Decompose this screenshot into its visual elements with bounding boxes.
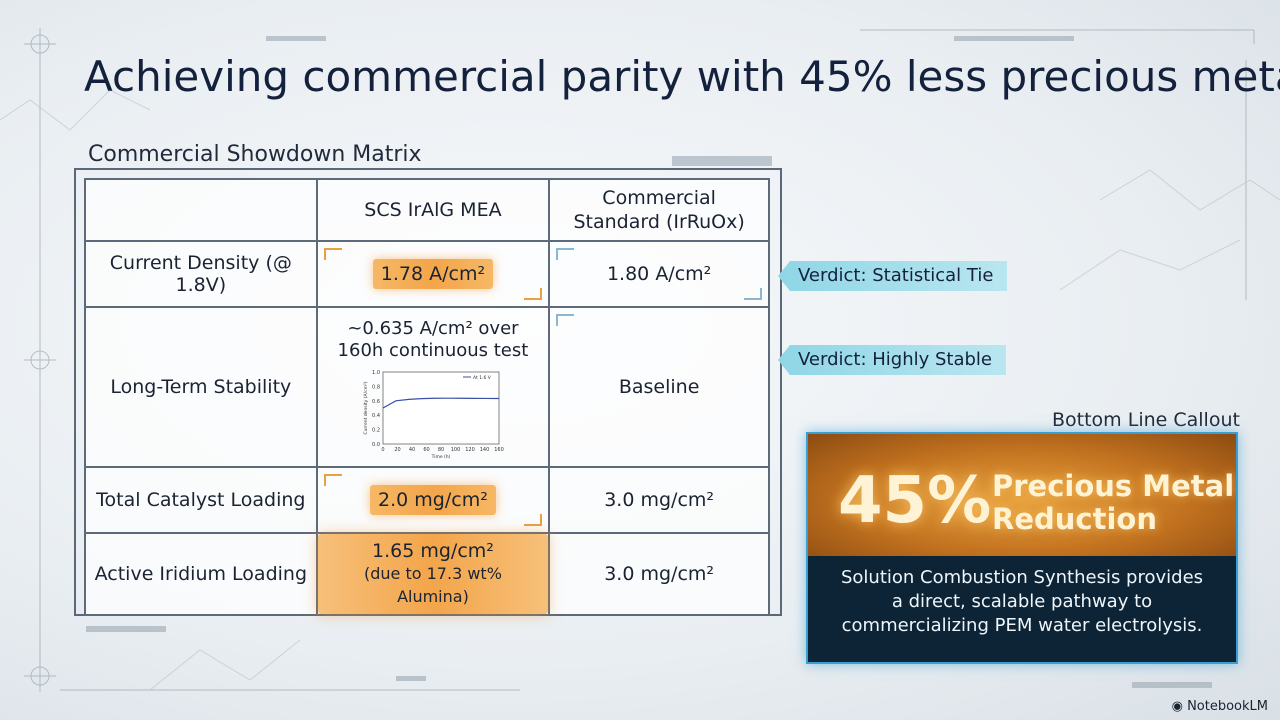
table-row: Long-Term Stability ~0.635 A/cm² over 16… [84,306,770,468]
table-row: Total Catalyst Loading 2.0 mg/cm² 3.0 mg… [84,466,770,534]
row-label: Total Catalyst Loading [84,466,318,534]
commercial-value: 3.0 mg/cm² [604,489,715,511]
corner-bracket [524,288,543,300]
callout-body-line: Solution Combustion Synthesis provides [840,567,1204,588]
commercial-cell: 3.0 mg/cm² [548,466,770,534]
y-tick-label: 0.6 [372,399,380,405]
scs-value: 1.65 mg/cm² [372,540,494,562]
corner-bracket [556,314,575,326]
x-tick-label: 60 [423,447,429,453]
commercial-value: Baseline [618,376,700,398]
brand-text: NotebookLM [1187,699,1268,714]
row-label: Long-Term Stability [84,306,318,468]
header-commercial-text: Commercial Standard (IrRuOx) [573,187,745,233]
corner-bracket [323,474,342,486]
table-row: Current Density (@ 1.8V) 1.78 A/cm² 1.80… [84,240,770,308]
scs-value: 2.0 mg/cm² [370,485,496,515]
showdown-matrix: SCS IrAlG MEA Commercial Standard (IrRuO… [84,178,770,616]
y-tick-label: 0.4 [372,413,380,419]
y-tick-label: 1.0 [372,370,380,376]
x-tick-label: 0 [381,447,384,453]
legend-label: At 1.6 V [473,375,492,381]
series-line [382,397,499,409]
callout-body: Solution Combustion Synthesis provides a… [808,566,1236,638]
commercial-value: 1.80 A/cm² [606,263,712,285]
scs-cell: 2.0 mg/cm² [315,466,551,534]
x-tick-label: 100 [451,447,461,453]
corner-bracket [524,514,543,526]
x-tick-label: 80 [438,447,444,453]
reduction-percent: 45% [838,464,992,538]
corner-bracket [744,288,762,300]
commercial-cell: Baseline [548,306,770,468]
verdict-tag: Verdict: Statistical Tie [778,261,1008,291]
x-tick-label: 120 [465,447,475,453]
matrix-label: Commercial Showdown Matrix [88,142,422,167]
commercial-cell: 3.0 mg/cm² [548,532,770,616]
x-axis-label: Time (h) [431,454,451,460]
callout-body-line: commercializing PEM water electrolysis. [841,615,1203,636]
table-header-row: SCS IrAlG MEA Commercial Standard (IrRuO… [84,178,770,242]
corner-bracket [556,248,575,260]
scs-value: 1.78 A/cm² [372,259,494,289]
row-label: Current Density (@ 1.8V) [84,240,318,308]
scs-cell: 1.65 mg/cm² (due to 17.3 wt% Alumina) [315,532,551,616]
x-tick-label: 40 [409,447,415,453]
scs-cell: 1.78 A/cm² [315,240,551,308]
reduction-line-1: Precious Metal [992,469,1235,503]
callout-label: Bottom Line Callout [1052,409,1240,431]
y-axis-label: Current density (A/cm²) [363,381,369,434]
reduction-line-2: Reduction [992,502,1157,536]
plot-area [382,371,500,445]
row-label: Active Iridium Loading [84,532,318,616]
scs-value: ~0.635 A/cm² over 160h continuous test [337,318,529,361]
x-tick-label: 160 [494,447,504,453]
commercial-cell: 1.80 A/cm² [548,240,770,308]
scs-cell: ~0.635 A/cm² over 160h continuous test 1… [315,306,551,468]
reduction-text: Precious Metal Reduction [992,470,1234,536]
notebooklm-icon: ◉ [1171,699,1188,714]
x-tick-label: 140 [480,447,490,453]
stability-mini-chart: 1.0 0.8 0.6 0.4 0.2 0.00 20 40 60 80 100 120 140 160 T… [363,370,504,460]
callout-highlight: 45% Precious Metal Reduction [808,434,1236,556]
header-empty [84,178,318,242]
scs-note: (due to 17.3 wt% Alumina) [364,564,502,606]
y-tick-label: 0.8 [372,384,380,390]
header-scs: SCS IrAlG MEA [315,178,551,242]
x-tick-label: 20 [394,447,400,453]
verdict-tag: Verdict: Highly Stable [778,345,1007,375]
y-tick-label: 0.2 [372,428,380,434]
callout-body-line: a direct, scalable pathway to [891,591,1153,612]
scs-value-block: 1.65 mg/cm² (due to 17.3 wt% Alumina) [317,534,549,614]
brand-logo: ◉ NotebookLM [1172,699,1268,714]
corner-bracket [323,248,342,260]
page-title: Achieving commercial parity with 45% les… [84,52,1280,101]
header-commercial: Commercial Standard (IrRuOx) [548,178,770,242]
commercial-value: 3.0 mg/cm² [604,563,715,585]
table-row: Active Iridium Loading 1.65 mg/cm² (due … [84,532,770,616]
bottom-line-callout: 45% Precious Metal Reduction Solution Co… [806,432,1238,664]
y-tick-label: 0.0 [372,442,380,448]
